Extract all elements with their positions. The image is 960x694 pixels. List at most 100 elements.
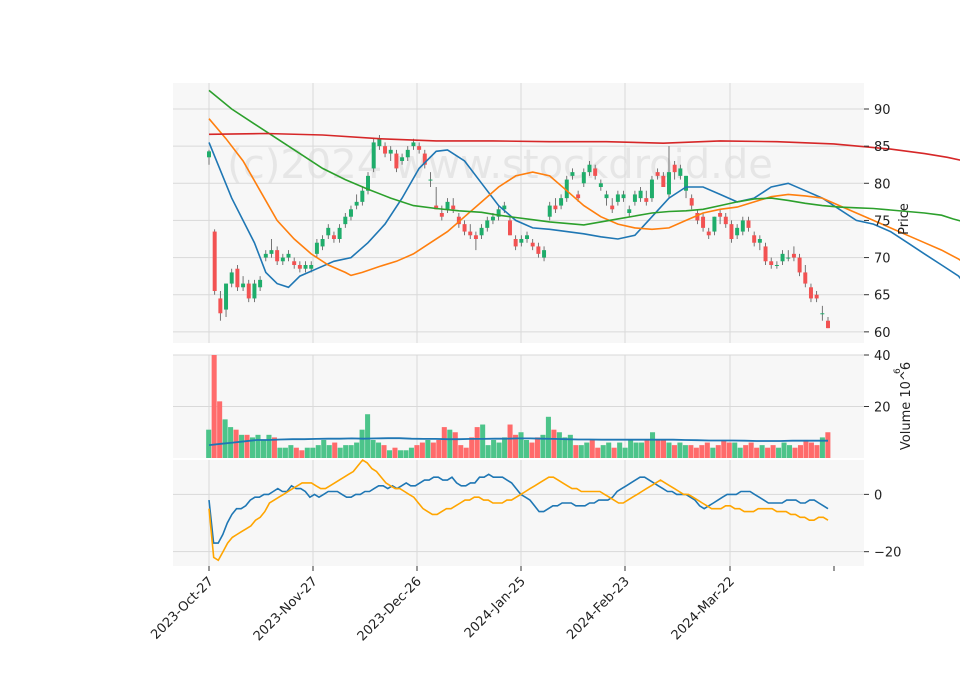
candle-body	[218, 298, 223, 314]
volume-bar	[666, 442, 672, 458]
volume-bar	[600, 445, 606, 458]
candle-body	[661, 175, 666, 187]
candle-body	[422, 153, 427, 165]
candle-body	[275, 250, 280, 262]
candle-body	[343, 216, 348, 225]
candle-body	[371, 142, 376, 169]
volume-bar	[321, 439, 327, 458]
candle-body	[791, 253, 796, 258]
candle-body	[576, 194, 581, 199]
volume-axis-label: Volume 10^6	[899, 362, 914, 450]
candle-body	[718, 213, 723, 217]
volume-bar	[765, 447, 771, 458]
candle-body	[655, 172, 660, 176]
volume-bar	[628, 439, 634, 458]
price-ytick-label: 75	[874, 214, 891, 229]
candle-body	[507, 220, 512, 236]
candle-body	[400, 157, 405, 161]
candle-body	[496, 209, 501, 217]
candle-body	[513, 239, 518, 247]
volume-bar	[359, 429, 365, 458]
candle-body	[303, 265, 308, 269]
candle-body	[735, 227, 740, 236]
volume-bar	[589, 439, 595, 458]
candle-body	[229, 272, 234, 284]
price-ma-line	[208, 132, 960, 161]
volume-bar	[277, 447, 283, 458]
volume-bar	[606, 442, 612, 458]
volume-bar	[222, 419, 228, 458]
volume-bar	[715, 445, 721, 458]
volume-bar	[304, 447, 310, 458]
candle-body	[712, 216, 717, 232]
candle-body	[598, 183, 603, 187]
macd-line	[208, 458, 829, 562]
volume-bar	[776, 447, 782, 458]
candle-body	[808, 287, 813, 299]
candle-body	[587, 164, 592, 173]
candle-body	[564, 179, 569, 199]
candle-body	[780, 253, 785, 262]
candle-body	[581, 172, 586, 184]
volume-bar	[447, 429, 453, 458]
price-ytick-label: 80	[874, 177, 891, 192]
x-tick-label: 2024-Jan-25	[462, 574, 529, 641]
candle-body	[502, 205, 507, 210]
candle-body	[610, 205, 615, 210]
volume-bar	[310, 447, 316, 458]
candle-body	[394, 153, 399, 169]
candle-body	[314, 242, 319, 254]
volume-bar	[480, 424, 486, 458]
volume-bar	[381, 445, 387, 458]
volume-bar	[562, 437, 568, 458]
candle-body	[701, 216, 706, 228]
candle-body	[292, 261, 297, 265]
volume-bar	[332, 442, 338, 458]
candle-body	[803, 272, 808, 284]
volume-exponent: 6	[893, 368, 903, 374]
candle-body	[417, 146, 422, 150]
candle-body	[769, 261, 774, 265]
candle-body	[740, 220, 745, 232]
volume-bar	[239, 434, 245, 458]
volume-bar	[759, 445, 765, 458]
volume-bar	[502, 437, 508, 458]
volume-bar	[386, 450, 393, 458]
volume-bar	[348, 445, 354, 458]
volume-bar	[441, 427, 447, 458]
candle-body	[774, 265, 779, 266]
candle-body	[434, 205, 439, 210]
price-ma-line	[208, 89, 960, 226]
price-ytick-label: 70	[874, 252, 891, 267]
candle-body	[473, 235, 478, 239]
price-ma-line	[208, 142, 960, 289]
candle-body	[337, 227, 342, 239]
volume-bar	[699, 445, 705, 458]
volume-bar	[518, 432, 524, 458]
candle-body	[297, 265, 302, 269]
volume-bar	[803, 439, 809, 458]
candle-body	[252, 283, 257, 299]
volume-bar	[507, 424, 513, 458]
macd-panel-bg	[173, 460, 864, 566]
candle-body	[615, 194, 620, 202]
candle-body	[411, 142, 416, 147]
candle-body	[757, 239, 762, 243]
volume-bar	[315, 445, 321, 458]
candle-body	[797, 257, 802, 273]
volume-ma-line	[208, 437, 828, 446]
x-tick-label: 2023-Dec-26	[355, 574, 425, 644]
volume-bar	[485, 445, 491, 458]
candle-body	[519, 239, 524, 243]
volume-bar	[452, 432, 458, 458]
candle-body	[366, 175, 370, 191]
candle-body	[326, 227, 331, 236]
candle-body	[729, 224, 734, 239]
candle-body	[559, 198, 564, 206]
volume-ytick-label: 40	[874, 349, 891, 364]
candle-body	[263, 253, 268, 258]
volume-bar	[639, 442, 645, 458]
volume-bar	[244, 434, 250, 458]
volume-bar	[737, 447, 743, 458]
